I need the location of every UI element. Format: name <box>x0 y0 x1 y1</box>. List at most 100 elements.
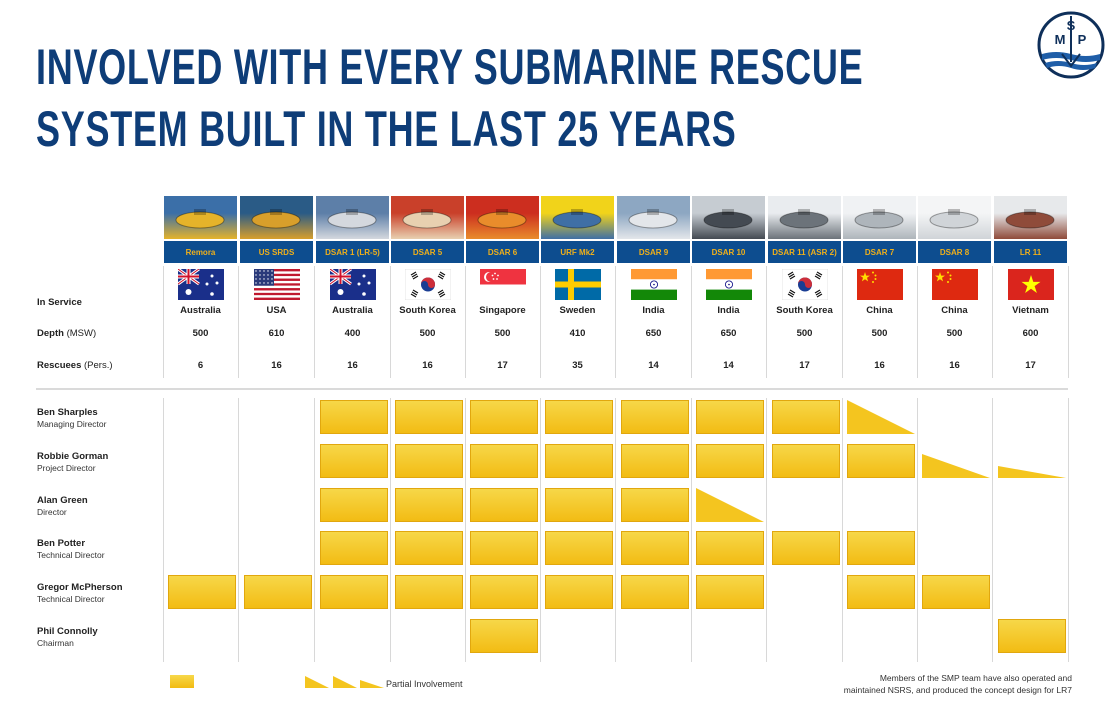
legend-partial-swatch-3 <box>360 680 384 688</box>
title-line-2: SYSTEM BUILT IN THE LAST 25 YEARS <box>36 101 737 157</box>
involvement-partial <box>847 400 915 434</box>
column-divider <box>390 266 391 378</box>
country-name: South Korea <box>776 305 833 316</box>
person-role: Technical Director <box>37 594 105 604</box>
involvement-full <box>998 619 1066 653</box>
system-photo <box>994 196 1067 239</box>
rescuees-value: 14 <box>723 360 734 371</box>
depth-value: 610 <box>268 328 285 339</box>
system-photo <box>240 196 313 239</box>
involvement-partial <box>998 466 1066 478</box>
flag-india <box>630 269 677 300</box>
country-name: China <box>941 305 968 316</box>
person-role: Director <box>37 507 67 517</box>
column-divider <box>766 398 767 662</box>
flag-singapore <box>479 269 526 300</box>
country-name: China <box>866 305 893 316</box>
depth-value: 500 <box>192 328 209 339</box>
person-label: Phil Connolly Chairman <box>37 626 98 648</box>
depth-value: 500 <box>419 328 436 339</box>
person-label: Robbie Gorman Project Director <box>37 451 108 473</box>
page-title: INVOLVED WITH EVERY SUBMARINE RESCUE SYS… <box>36 36 863 160</box>
person-name: Phil Connolly <box>37 626 98 637</box>
involvement-full <box>772 531 840 565</box>
flag-china <box>931 269 978 300</box>
involvement-full <box>470 444 538 478</box>
rescuees-value: 16 <box>347 360 358 371</box>
depth-value: 500 <box>871 328 888 339</box>
legend-full-swatch <box>170 675 194 688</box>
column-divider <box>540 266 541 378</box>
section-divider <box>36 388 1068 390</box>
legend-partial-swatch-1 <box>305 676 329 688</box>
flag-vietnam <box>1007 269 1054 300</box>
involvement-full <box>621 531 689 565</box>
system-name: DSAR 9 <box>617 241 690 263</box>
system-photo <box>541 196 614 239</box>
system-photo <box>391 196 464 239</box>
column-divider <box>842 398 843 662</box>
system-photo <box>617 196 690 239</box>
involvement-partial <box>922 454 990 478</box>
column-divider <box>917 266 918 378</box>
country-name: Sweden <box>559 305 596 316</box>
depth-unit: (MSW) <box>66 328 97 339</box>
depth-value: 600 <box>1022 328 1039 339</box>
involvement-full <box>395 575 463 609</box>
system-photo <box>768 196 841 239</box>
involvement-full <box>922 575 990 609</box>
involvement-full <box>470 488 538 522</box>
person-name: Alan Green <box>37 495 88 506</box>
involvement-full <box>621 400 689 434</box>
column-divider <box>390 398 391 662</box>
depth-value: 500 <box>494 328 511 339</box>
rescuees-unit: (Pers.) <box>84 360 113 371</box>
involvement-full <box>545 400 613 434</box>
involvement-full <box>470 619 538 653</box>
row-label-rescuees: Rescuees (Pers.) <box>37 360 113 371</box>
flag-india <box>705 269 752 300</box>
system-photo <box>918 196 991 239</box>
rescuees-value: 35 <box>572 360 583 371</box>
country-name: USA <box>266 305 287 316</box>
depth-value: 410 <box>569 328 586 339</box>
involvement-full <box>545 531 613 565</box>
system-photo <box>164 196 237 239</box>
depth-label: Depth <box>37 328 64 339</box>
column-divider <box>691 266 692 378</box>
rescuees-value: 16 <box>874 360 885 371</box>
footnote-line-1: Members of the SMP team have also operat… <box>879 673 1072 683</box>
column-divider <box>238 398 239 662</box>
column-divider <box>615 266 616 378</box>
rescuees-value: 16 <box>422 360 433 371</box>
involvement-full <box>772 400 840 434</box>
system-name: URF Mk2 <box>541 241 614 263</box>
system-name: Remora <box>164 241 237 263</box>
column-divider <box>314 266 315 378</box>
person-name: Robbie Gorman <box>37 451 109 462</box>
involvement-full <box>320 531 388 565</box>
column-divider <box>314 398 315 662</box>
column-divider <box>615 398 616 662</box>
involvement-full <box>395 444 463 478</box>
involvement-full <box>545 575 613 609</box>
country-name: Vietnam <box>1012 305 1049 316</box>
person-role: Technical Director <box>37 550 105 560</box>
involvement-full <box>395 400 463 434</box>
flag-south-korea <box>781 269 828 300</box>
involvement-full <box>320 575 388 609</box>
legend-partial-swatch-2 <box>333 676 357 688</box>
flag-australia <box>177 269 224 300</box>
flag-south-korea <box>404 269 451 300</box>
involvement-full <box>545 488 613 522</box>
involvement-full <box>470 531 538 565</box>
rescuees-value: 17 <box>497 360 508 371</box>
involvement-full <box>320 488 388 522</box>
column-divider <box>465 266 466 378</box>
flag-china <box>856 269 903 300</box>
involvement-full <box>545 444 613 478</box>
depth-value: 400 <box>344 328 361 339</box>
depth-value: 500 <box>946 328 963 339</box>
person-role: Managing Director <box>37 419 107 429</box>
system-photo <box>692 196 765 239</box>
